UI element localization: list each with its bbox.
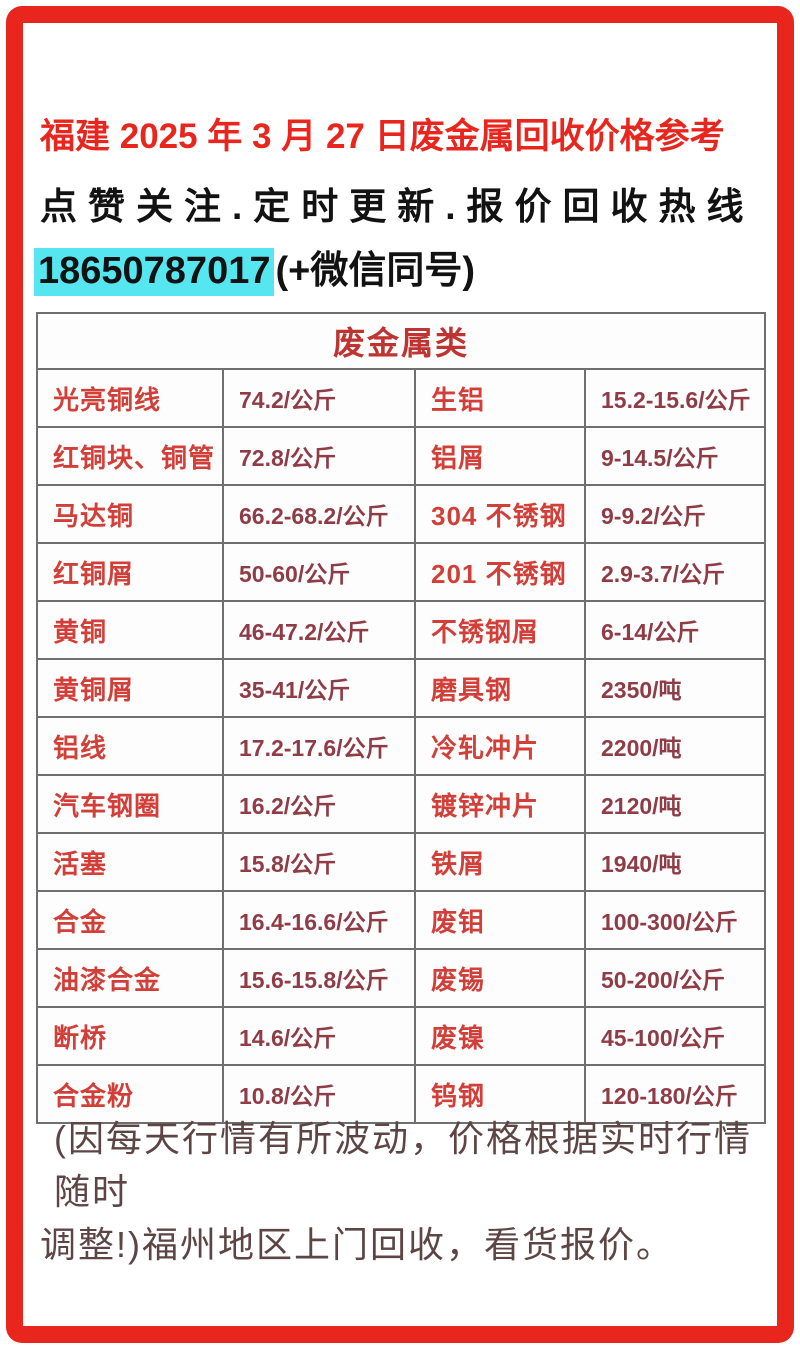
page-title: 福建 2025 年 3 月 27 日废金属回收价格参考 [40, 117, 725, 156]
price-row: 油漆合金 15.6-15.8/公斤 废锡 50-200/公斤 [36, 948, 767, 1008]
item-price-cell: 74.2/公斤 [222, 368, 416, 428]
phone-line: 18650787017 (+微信同号) [34, 245, 475, 297]
item-price-cell: 1940/吨 [583, 832, 767, 892]
item-name-cell: 铝屑 [414, 426, 586, 486]
footer-line-2: 调整!)福州地区上门回收，看货报价。 [40, 1224, 674, 1265]
item-price-cell: 46-47.2/公斤 [222, 600, 416, 660]
item-name-cell: 油漆合金 [36, 948, 224, 1008]
item-name-cell: 黄铜 [36, 600, 224, 660]
item-price-cell: 120-180/公斤 [583, 1064, 767, 1124]
item-price-cell: 2350/吨 [583, 658, 767, 718]
item-price-cell: 2200/吨 [583, 716, 767, 776]
item-name-cell: 黄铜屑 [36, 658, 224, 718]
item-price-cell: 72.8/公斤 [222, 426, 416, 486]
item-name-cell: 红铜屑 [36, 542, 224, 602]
item-price-cell: 15.6-15.8/公斤 [222, 948, 416, 1008]
price-row: 合金 16.4-16.6/公斤 废钼 100-300/公斤 [36, 890, 767, 950]
table-body: 光亮铜线 74.2/公斤 生铝 15.2-15.6/公斤 红铜块、铜管 72.8/公斤 铝屑… [36, 368, 767, 1124]
item-price-cell: 45-100/公斤 [583, 1006, 767, 1066]
price-row: 合金粉 10.8/公斤 钨钢 120-180/公斤 [36, 1064, 767, 1124]
item-name-cell: 汽车钢圈 [36, 774, 224, 834]
item-name-cell: 合金粉 [36, 1064, 224, 1124]
price-table: 废金属类 光亮铜线 74.2/公斤 生铝 15.2-15.6/公斤 红铜块、铜管 72.8… [35, 312, 767, 1124]
table-header-cell: 废金属类 [35, 312, 767, 370]
item-name-cell: 生铝 [414, 368, 586, 428]
item-name-cell: 钨钢 [414, 1064, 586, 1124]
item-name-cell: 磨具钢 [414, 658, 586, 718]
item-price-cell: 16.4-16.6/公斤 [222, 890, 416, 950]
item-name-cell: 红铜块、铜管 [36, 426, 224, 486]
item-price-cell: 14.6/公斤 [222, 1006, 416, 1066]
item-name-cell: 冷轧冲片 [414, 716, 586, 776]
item-name-cell: 304 不锈钢 [414, 484, 586, 544]
price-row: 铝线 17.2-17.6/公斤 冷轧冲片 2200/吨 [36, 716, 767, 776]
footer-line-1: (因每天行情有所波动，价格根据实时行情随时 [54, 1118, 752, 1212]
item-price-cell: 2.9-3.7/公斤 [583, 542, 767, 602]
item-price-cell: 10.8/公斤 [222, 1064, 416, 1124]
item-price-cell: 50-200/公斤 [583, 948, 767, 1008]
item-price-cell: 15.8/公斤 [222, 832, 416, 892]
item-name-cell: 废锡 [414, 948, 586, 1008]
item-price-cell: 16.2/公斤 [222, 774, 416, 834]
item-price-cell: 100-300/公斤 [583, 890, 767, 950]
item-name-cell: 镀锌冲片 [414, 774, 586, 834]
item-name-cell: 废镍 [414, 1006, 586, 1066]
price-row: 汽车钢圈 16.2/公斤 镀锌冲片 2120/吨 [36, 774, 767, 834]
item-name-cell: 不锈钢屑 [414, 600, 586, 660]
price-row: 黄铜屑 35-41/公斤 磨具钢 2350/吨 [36, 658, 767, 718]
price-row: 活塞 15.8/公斤 铁屑 1940/吨 [36, 832, 767, 892]
item-name-cell: 活塞 [36, 832, 224, 892]
price-row: 光亮铜线 74.2/公斤 生铝 15.2-15.6/公斤 [36, 368, 767, 428]
price-row: 马达铜 66.2-68.2/公斤 304 不锈钢 9-9.2/公斤 [36, 484, 767, 544]
price-row: 红铜屑 50-60/公斤 201 不锈钢 2.9-3.7/公斤 [36, 542, 767, 602]
price-row: 黄铜 46-47.2/公斤 不锈钢屑 6-14/公斤 [36, 600, 767, 660]
item-price-cell: 66.2-68.2/公斤 [222, 484, 416, 544]
item-price-cell: 35-41/公斤 [222, 658, 416, 718]
item-name-cell: 201 不锈钢 [414, 542, 586, 602]
item-name-cell: 铁屑 [414, 832, 586, 892]
item-name-cell: 合金 [36, 890, 224, 950]
item-name-cell: 断桥 [36, 1006, 224, 1066]
item-price-cell: 9-14.5/公斤 [583, 426, 767, 486]
table-header-row: 废金属类 [35, 312, 767, 370]
price-row: 红铜块、铜管 72.8/公斤 铝屑 9-14.5/公斤 [36, 426, 767, 486]
item-price-cell: 50-60/公斤 [222, 542, 416, 602]
item-name-cell: 铝线 [36, 716, 224, 776]
item-price-cell: 6-14/公斤 [583, 600, 767, 660]
footer-note: (因每天行情有所波动，价格根据实时行情随时 调整!)福州地区上门回收，看货报价。 [40, 1112, 770, 1271]
item-price-cell: 2120/吨 [583, 774, 767, 834]
subtitle-text: 点赞关注.定时更新.报价回收热线 [40, 186, 755, 227]
item-name-cell: 马达铜 [36, 484, 224, 544]
item-name-cell: 光亮铜线 [36, 368, 224, 428]
phone-number: 18650787017 [34, 248, 275, 296]
item-price-cell: 17.2-17.6/公斤 [222, 716, 416, 776]
item-price-cell: 9-9.2/公斤 [583, 484, 767, 544]
item-name-cell: 废钼 [414, 890, 586, 950]
item-price-cell: 15.2-15.6/公斤 [583, 368, 767, 428]
phone-wechat-note: (+微信同号) [275, 250, 475, 292]
price-row: 断桥 14.6/公斤 废镍 45-100/公斤 [36, 1006, 767, 1066]
